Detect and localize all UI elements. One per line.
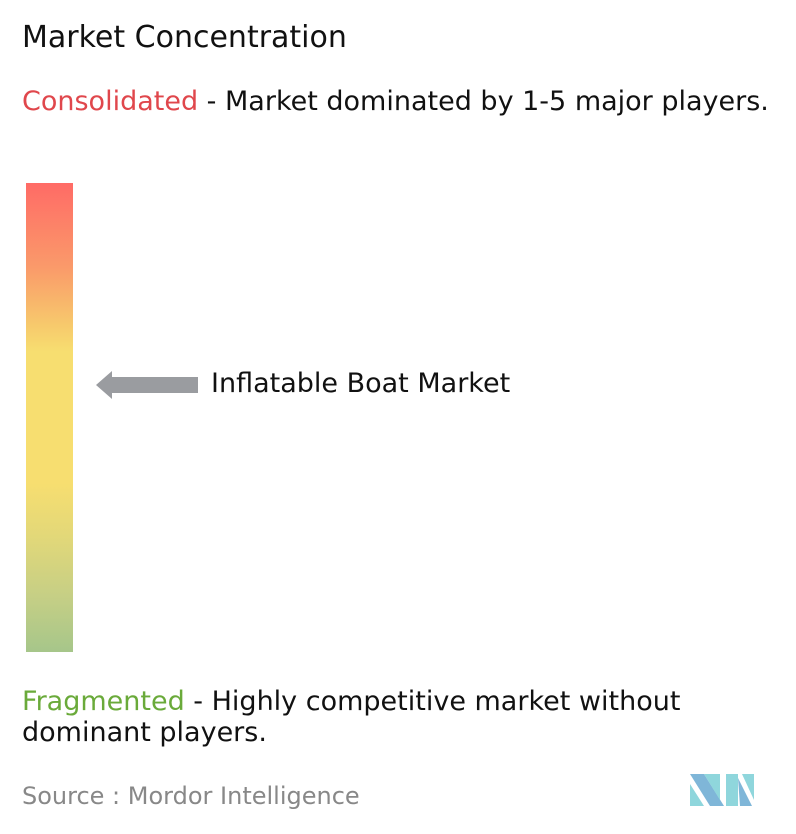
consolidated-label: Consolidated xyxy=(22,86,199,117)
fragmented-description: - Highly competitive market without domi… xyxy=(22,686,681,748)
fragmented-label: Fragmented xyxy=(22,686,185,717)
concentration-gradient-bar xyxy=(26,183,73,652)
market-marker-label: Inflatable Boat Market xyxy=(211,367,511,399)
consolidated-legend: Consolidated - Market dominated by 1-5 m… xyxy=(22,86,782,117)
mordor-logo-icon xyxy=(690,774,754,806)
marker-arrow-icon xyxy=(96,370,198,399)
source-text: Source : Mordor Intelligence xyxy=(22,782,360,810)
fragmented-legend: Fragmented - Highly competitive market w… xyxy=(22,686,792,748)
page-title: Market Concentration xyxy=(22,20,347,55)
consolidated-description: - Market dominated by 1-5 major players. xyxy=(198,86,769,117)
